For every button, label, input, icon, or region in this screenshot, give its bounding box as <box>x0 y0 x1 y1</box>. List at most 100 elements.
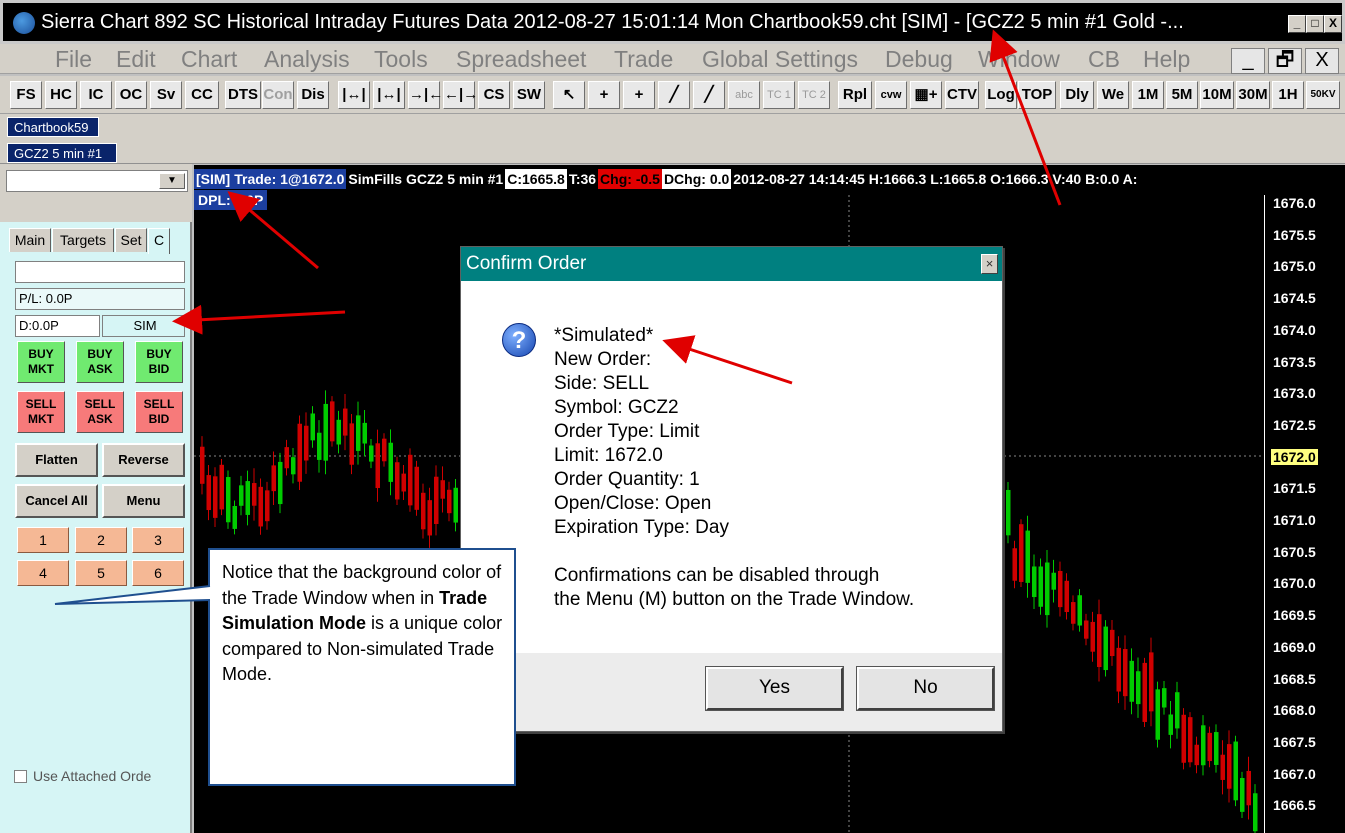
text-tool-icon[interactable]: abc <box>728 81 760 109</box>
menu-window[interactable]: Window <box>978 46 1060 72</box>
mdi-close-button[interactable]: X <box>1305 48 1339 74</box>
symbol-dropdown[interactable]: ▼ <box>6 170 188 192</box>
dialog-line: Open/Close: Open <box>554 493 712 514</box>
toolbar-we-button[interactable]: We <box>1097 81 1129 109</box>
sell-ask-button[interactable]: SELL ASK <box>76 391 124 433</box>
menu-edit[interactable]: Edit <box>116 46 156 72</box>
buy-mkt-button[interactable]: BUY MKT <box>17 341 65 383</box>
chevron-down-icon[interactable]: ▼ <box>159 173 185 189</box>
quantity-6-button[interactable]: 6 <box>132 560 184 586</box>
menu-chart[interactable]: Chart <box>181 46 238 72</box>
minimize-button[interactable]: _ <box>1288 15 1306 33</box>
attached-orders-row[interactable]: Use Attached Orde <box>14 768 151 784</box>
tab-set[interactable]: Set <box>115 228 147 252</box>
menu-button[interactable]: Menu <box>102 484 185 518</box>
dialog-line: Confirmations can be disabled through <box>554 565 880 586</box>
buy-bid-button[interactable]: BUY BID <box>135 341 183 383</box>
toolbar-con-button[interactable]: Con <box>262 81 294 109</box>
tab-chartbook[interactable]: Chartbook59 <box>7 117 99 137</box>
candle-body <box>1116 647 1121 692</box>
tab-targets[interactable]: Targets <box>52 228 114 252</box>
line-tool-icon[interactable]: ╱ <box>658 81 690 109</box>
crosshair-tool-icon[interactable]: + <box>588 81 620 109</box>
question-icon: ? <box>502 323 536 357</box>
close-button[interactable]: X <box>1324 15 1342 33</box>
tab-main[interactable]: Main <box>9 228 51 252</box>
reverse-button[interactable]: Reverse <box>102 443 185 477</box>
toolbar-top-button[interactable]: TOP <box>1018 81 1056 109</box>
yes-button[interactable]: Yes <box>705 666 844 711</box>
toolbar-compress-icon[interactable]: →|← <box>408 81 443 109</box>
toolbar-log-button[interactable]: Log <box>985 81 1017 109</box>
quantity-4-button[interactable]: 4 <box>17 560 69 586</box>
sell-mkt-button[interactable]: SELL MKT <box>17 391 65 433</box>
toolbar-cs-button[interactable]: CS <box>478 81 510 109</box>
quantity-2-button[interactable]: 2 <box>75 527 127 553</box>
toolbar-dly-button[interactable]: Dly <box>1060 81 1094 109</box>
mdi-minimize-button[interactable]: _ <box>1231 48 1265 74</box>
toolbar-expand-icon[interactable]: |↔| <box>373 81 405 109</box>
cursor-tool-icon[interactable]: + <box>623 81 655 109</box>
menu-spreadsheet[interactable]: Spreadsheet <box>456 46 587 72</box>
price-axis[interactable]: 1676.0 1675.5 1675.0 1674.5 1674.0 1673.5 1673… <box>1264 195 1345 833</box>
toolbar-30m-button[interactable]: 30M <box>1236 81 1270 109</box>
toolbar-1m-button[interactable]: 1M <box>1132 81 1164 109</box>
toolbar-ic-button[interactable]: IC <box>80 81 112 109</box>
dialog-close-icon[interactable]: × <box>981 254 998 274</box>
header-trade: Trade: 1@1672.0 <box>232 169 347 189</box>
toolbar-cc-button[interactable]: CC <box>185 81 219 109</box>
toolbar-rpl-button[interactable]: Rpl <box>838 81 872 109</box>
toolbar-50kv-button[interactable]: 50KV <box>1306 81 1340 109</box>
menu-debug[interactable]: Debug <box>885 46 953 72</box>
price-tick-label: 1669.0 <box>1273 638 1316 655</box>
toolbar-bar-spacing-icon[interactable]: |↔| <box>338 81 370 109</box>
ray-tool-icon[interactable]: ╱ <box>693 81 725 109</box>
maximize-button[interactable]: □ <box>1306 15 1324 33</box>
candle-body <box>1220 754 1225 780</box>
tab-chart-gcz2[interactable]: GCZ2 5 min #1 <box>7 143 117 163</box>
candle-body <box>265 490 270 522</box>
toolbar-ctv-button[interactable]: CTV <box>945 81 979 109</box>
pointer-tool-icon[interactable]: ↖ <box>553 81 585 109</box>
menu-tools[interactable]: Tools <box>374 46 428 72</box>
dialog-line: Side: SELL <box>554 373 650 394</box>
menu-cb[interactable]: CB <box>1088 46 1120 72</box>
toolbar-tvw-icon[interactable]: ▦+ <box>910 81 942 109</box>
toolbar-fs-button[interactable]: FS <box>10 81 42 109</box>
candle-body <box>453 487 458 523</box>
toolbar-hc-button[interactable]: HC <box>45 81 77 109</box>
toolbar-spread-icon[interactable]: ←|→ <box>443 81 478 109</box>
toolbar-tc1-button[interactable]: TC 1 <box>763 81 795 109</box>
candle-body <box>1214 732 1219 765</box>
trade-blank-field[interactable] <box>15 261 185 283</box>
flatten-button[interactable]: Flatten <box>15 443 98 477</box>
attached-orders-checkbox[interactable] <box>14 770 27 783</box>
toolbar-dts-button[interactable]: DTS <box>225 81 261 109</box>
toolbar-1h-button[interactable]: 1H <box>1272 81 1304 109</box>
candle-body <box>219 464 224 510</box>
tab-c[interactable]: C <box>148 228 170 254</box>
menu-analysis[interactable]: Analysis <box>264 46 350 72</box>
quantity-5-button[interactable]: 5 <box>75 560 127 586</box>
menu-help[interactable]: Help <box>1143 46 1191 72</box>
toolbar-sw-button[interactable]: SW <box>513 81 545 109</box>
cancel-all-button[interactable]: Cancel All <box>15 484 98 518</box>
quantity-3-button[interactable]: 3 <box>132 527 184 553</box>
toolbar-dis-button[interactable]: Dis <box>297 81 329 109</box>
toolbar-tc2-button[interactable]: TC 2 <box>798 81 830 109</box>
toolbar-5m-button[interactable]: 5M <box>1166 81 1198 109</box>
sell-bid-button[interactable]: SELL BID <box>135 391 183 433</box>
no-button[interactable]: No <box>856 666 995 711</box>
menu-global-settings[interactable]: Global Settings <box>702 46 858 72</box>
toolbar-cvw-button[interactable]: cvw <box>875 81 907 109</box>
buy-ask-button[interactable]: BUY ASK <box>76 341 124 383</box>
menu-trade[interactable]: Trade <box>614 46 674 72</box>
toolbar-oc-button[interactable]: OC <box>115 81 147 109</box>
toolbar-sv-button[interactable]: Sv <box>150 81 182 109</box>
toolbar-10m-button[interactable]: 10M <box>1200 81 1234 109</box>
menu-file[interactable]: File <box>55 46 93 72</box>
candle-body <box>291 457 296 475</box>
dialog-line: Expiration Type: Day <box>554 517 729 538</box>
mdi-restore-button[interactable]: 🗗 <box>1268 48 1302 74</box>
quantity-1-button[interactable]: 1 <box>17 527 69 553</box>
